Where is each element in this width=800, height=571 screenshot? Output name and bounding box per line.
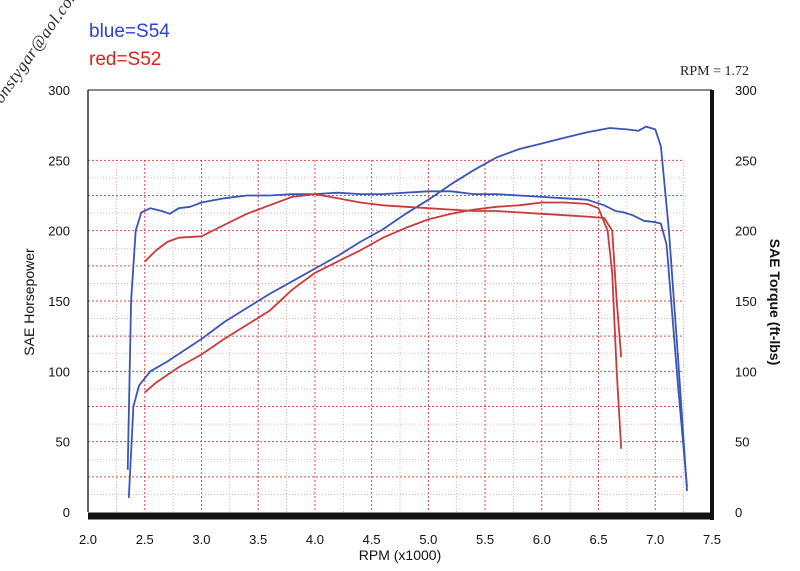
- s52-horsepower-line: [144, 201, 623, 449]
- y-right-tick-label: 300: [735, 83, 757, 98]
- y-left-tick-label: 200: [48, 224, 70, 239]
- x-tick-label: 4.5: [363, 532, 381, 547]
- legend-blue-label: blue=S54: [89, 21, 170, 42]
- x-tick-label: 3.5: [249, 532, 267, 547]
- y-left-tick-label: 250: [48, 153, 70, 168]
- x-tick-label: 2.0: [79, 532, 97, 547]
- y-left-tick-label: 0: [63, 505, 70, 520]
- s54-torque-line: [126, 190, 688, 487]
- x-tick-label: 6.0: [533, 532, 551, 547]
- s52-torque-line: [144, 193, 623, 358]
- plot-frame: [87, 89, 714, 520]
- y-right-tick-label: 250: [735, 153, 757, 168]
- grid: [88, 159, 684, 512]
- rpm-ratio-note: RPM = 1.72: [680, 64, 749, 79]
- x-tick-label: 6.5: [590, 532, 608, 547]
- x-tick-label: 3.0: [192, 532, 210, 547]
- tick-labels: 2.0 2.5 3.0 3.5 4.0 4.5 5.0 5.5 6.0 6.5 7.0 7.5 0 50 1…: [48, 83, 756, 547]
- x-tick-label: 2.5: [136, 532, 154, 547]
- y-axis-right-title: SAE Torque (ft-lbs): [767, 239, 783, 366]
- y-right-tick-label: 200: [735, 224, 757, 239]
- x-tick-label: 7.0: [646, 532, 664, 547]
- x-tick-label: 5.0: [419, 532, 437, 547]
- series-group: [126, 125, 688, 498]
- x-tick-label: 4.0: [306, 532, 324, 547]
- y-left-tick-label: 50: [56, 435, 70, 450]
- y-right-tick-label: 50: [735, 435, 749, 450]
- y-right-tick-label: 100: [735, 364, 757, 379]
- x-axis-title: RPM (x1000): [359, 547, 441, 563]
- legend-red-label: red=S52: [89, 49, 162, 70]
- y-axis-left-title: SAE Horsepower: [21, 248, 37, 356]
- y-left-tick-label: 150: [48, 294, 70, 309]
- y-left-tick-label: 300: [48, 83, 70, 98]
- x-tick-label: 7.5: [703, 532, 721, 547]
- s54-horsepower-line: [127, 125, 688, 498]
- y-right-tick-label: 150: [735, 294, 757, 309]
- y-left-tick-label: 100: [48, 364, 70, 379]
- x-tick-label: 5.5: [476, 532, 494, 547]
- y-right-tick-label: 0: [735, 505, 742, 520]
